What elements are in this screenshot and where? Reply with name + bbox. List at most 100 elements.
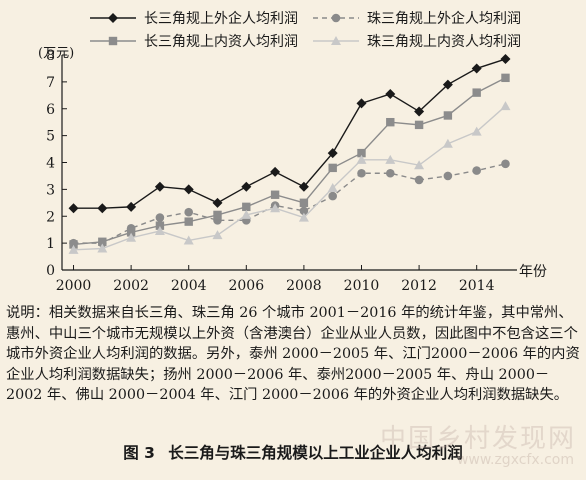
- chart-axes: 0 1 2 3 4 5 6 7 8 2000 2002 2004 2006 2008 2010 2012 201…: [38, 46, 547, 294]
- data-point: [443, 171, 453, 181]
- y-tick-label: 2: [46, 209, 55, 225]
- data-point: [212, 197, 223, 208]
- series-2: [69, 159, 510, 248]
- watermark-url: www.zgxcfx.com: [456, 452, 574, 468]
- data-point: [98, 237, 107, 246]
- series-3: [69, 73, 510, 249]
- y-tick-label: 8: [46, 48, 55, 64]
- data-point: [68, 244, 79, 254]
- data-point: [270, 190, 280, 199]
- data-point: [241, 181, 252, 192]
- x-tick-label: 2006: [228, 278, 264, 294]
- y-tick-label: 3: [46, 182, 55, 198]
- data-point: [385, 168, 395, 178]
- y-tick-label: 1: [46, 236, 55, 252]
- figure-number: 图 3: [123, 444, 155, 462]
- data-point: [414, 160, 425, 170]
- data-point: [184, 217, 193, 226]
- data-point: [471, 126, 482, 136]
- x-tick-label: 2008: [286, 278, 322, 294]
- data-point: [242, 202, 251, 212]
- data-point: [327, 148, 338, 159]
- data-point: [154, 181, 165, 192]
- data-point: [442, 138, 453, 148]
- legend-marker: [331, 36, 341, 45]
- data-point: [68, 203, 79, 214]
- series-line: [73, 105, 506, 251]
- x-tick-label: 2010: [344, 278, 380, 294]
- x-axis-label: 年份: [519, 264, 547, 280]
- series-line: [73, 58, 506, 209]
- legend-label: 长三角规上内资人均利润: [144, 34, 298, 50]
- y-axis-label: (万元): [38, 46, 74, 61]
- y-tick-label: 4: [46, 156, 55, 172]
- data-point: [500, 101, 511, 111]
- series-line: [73, 163, 506, 244]
- figure-caption: 图 3 长三角与珠三角规模以上工业企业人均利润: [0, 441, 586, 463]
- chart-note: 说明：相关数据来自长三角、珠三角 26 个城市 2001－2016 年的统计年鉴…: [6, 305, 580, 403]
- data-point: [97, 203, 108, 214]
- data-point: [357, 168, 366, 178]
- data-point: [155, 221, 165, 230]
- data-point: [472, 166, 481, 175]
- series-4: [68, 101, 511, 254]
- data-point: [414, 120, 424, 130]
- legend-marker: [108, 13, 118, 23]
- legend-label: 长三角规上外企人均利润: [144, 10, 298, 27]
- legend-marker: [331, 13, 341, 23]
- data-point: [299, 206, 309, 216]
- y-tick-label: 0: [46, 263, 55, 279]
- watermark-text: 中国乡村发现网: [379, 424, 576, 454]
- x-tick-label: 2004: [171, 278, 207, 294]
- x-tick-label: 2000: [56, 278, 92, 294]
- data-point: [385, 88, 396, 99]
- y-tick-label: 6: [46, 102, 55, 118]
- data-point: [357, 148, 366, 158]
- data-point: [69, 240, 78, 249]
- data-point: [328, 191, 337, 201]
- x-tick-label: 2002: [113, 278, 149, 294]
- data-point: [356, 98, 367, 109]
- data-point: [299, 198, 309, 208]
- data-point: [385, 154, 396, 164]
- data-point: [270, 166, 281, 177]
- series-1: [68, 54, 511, 214]
- data-point: [154, 226, 165, 236]
- y-tick-label: 7: [46, 75, 55, 91]
- legend-marker: [108, 36, 118, 46]
- data-point: [298, 181, 309, 192]
- data-point: [212, 230, 223, 240]
- data-point: [327, 183, 338, 193]
- chart-series: [68, 54, 511, 254]
- data-point: [270, 203, 281, 213]
- series-line: [73, 77, 506, 246]
- data-point: [471, 63, 482, 74]
- legend-item: 长三角规上外企人均利润: [90, 10, 298, 27]
- data-point: [443, 111, 453, 120]
- legend-item: 珠三角规上内资人均利润: [313, 34, 521, 50]
- data-point: [414, 175, 424, 185]
- data-point: [500, 54, 511, 65]
- data-point: [414, 106, 425, 117]
- legend-item: 珠三角规上外企人均利润: [313, 10, 521, 27]
- data-point: [126, 201, 137, 212]
- data-point: [126, 232, 137, 242]
- legend-label: 珠三角规上内资人均利润: [367, 34, 521, 50]
- figure-title: 长三角与珠三角规模以上工业企业人均利润: [168, 444, 463, 462]
- legend-item: 长三角规上内资人均利润: [90, 34, 298, 50]
- data-point: [183, 235, 194, 245]
- x-tick-label: 2014: [459, 278, 495, 294]
- data-point: [356, 154, 367, 164]
- data-point: [155, 213, 165, 222]
- data-point: [442, 79, 453, 90]
- data-point: [501, 159, 510, 169]
- data-point: [126, 228, 136, 237]
- data-point: [472, 88, 481, 97]
- data-point: [183, 184, 194, 195]
- data-point: [298, 212, 309, 222]
- data-point: [97, 243, 108, 253]
- data-point: [328, 163, 337, 173]
- data-point: [241, 209, 252, 219]
